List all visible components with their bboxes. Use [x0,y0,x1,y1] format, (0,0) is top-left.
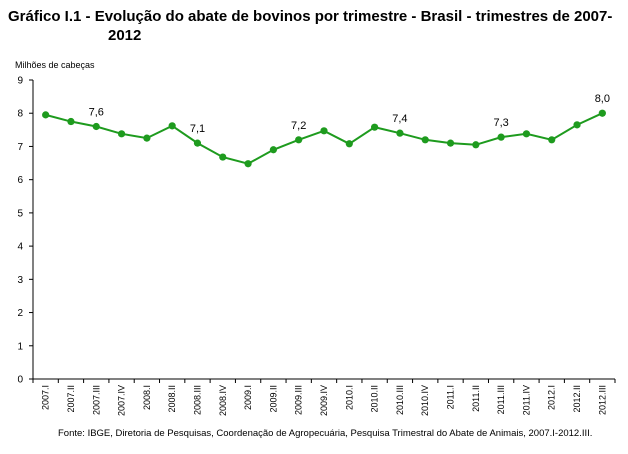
y-tick-labels: 0 1 2 3 4 5 6 7 8 9 [17,76,23,386]
y-tick-label: 1 [17,341,23,352]
data-point [446,139,455,147]
data-labels: 7,6 7,1 7,2 7,4 7,3 8,0 [89,93,610,135]
x-tick-label: 2008.IV [218,385,228,416]
chart-title-line2: 2012 [108,27,142,44]
data-point [320,127,328,135]
data-point [573,121,581,129]
x-tick-label: 2007.I [41,385,51,410]
data-point [67,117,75,126]
x-tick-label: 2007.III [91,385,101,415]
y-tick-label: 6 [17,175,23,186]
data-label: 7,6 [89,107,104,119]
data-label: 8,0 [595,93,610,105]
data-point [497,133,505,141]
x-tick-label: 2011.III [496,385,506,414]
x-tick-label: 2012.I [547,385,557,410]
x-tick-label: 2010.IV [420,385,430,416]
y-tick-label: 7 [17,142,23,153]
y-tick-label: 2 [17,308,23,319]
y-tick-label: 0 [17,375,23,386]
data-point [269,146,277,154]
data-label: 7,1 [190,123,205,135]
data-point [295,136,303,144]
data-point [42,111,50,119]
series-line [45,112,603,165]
data-point [244,160,252,168]
data-point [598,109,606,117]
data-point [193,139,202,147]
chart-axes [29,79,616,383]
x-tick-label: 2008.I [142,385,152,410]
x-tick-labels: 2007.I 2007.II 2007.III 2007.IV 2008.I 2008.I… [41,385,608,416]
source-note: Fonte: IBGE, Diretoria de Pesquisas, Coo… [58,428,593,439]
x-tick-label: 2009.II [268,385,278,413]
data-point [92,122,100,131]
y-tick-label: 5 [17,208,23,219]
y-tick-label: 8 [17,109,23,120]
y-axis-label: Milhões de cabeças [15,60,95,70]
data-point [522,130,531,138]
x-tick-label: 2010.III [395,385,405,415]
y-tick-label: 9 [17,76,23,87]
data-point [219,153,227,161]
data-point [117,130,126,138]
data-point [548,136,556,144]
x-tick-label: 2009.I [243,385,253,410]
chart-title-line1: Gráfico I.1 - Evolução do abate de bovin… [8,8,613,25]
chart-title: Gráfico I.1 - Evolução do abate de bovin… [8,7,618,45]
data-point [143,134,151,142]
x-tick-label: 2012.III [597,385,607,415]
x-tick-label: 2007.IV [117,385,127,416]
y-tick-label: 3 [17,275,23,286]
x-tick-label: 2010.II [370,385,380,413]
y-tick-label: 4 [17,242,23,253]
data-point [396,129,404,137]
x-tick-label: 2008.III [192,385,202,415]
x-tick-label: 2011.I [446,385,456,409]
x-tick-label: 2007.II [66,385,76,413]
x-tick-label: 2011.IV [521,385,531,415]
x-tick-label: 2008.II [167,385,177,413]
data-point [472,141,480,149]
data-point [421,136,429,144]
data-label: 7,4 [392,113,407,125]
data-label: 7,3 [493,117,508,129]
x-tick-label: 2009.IV [319,385,329,416]
data-point [371,123,379,131]
x-tick-label: 2012.II [572,385,582,413]
data-label: 7,2 [291,120,306,132]
x-tick-label: 2011.II [471,385,481,412]
x-tick-label: 2010.I [344,385,354,410]
data-point [345,140,353,148]
data-points [42,109,606,168]
x-tick-label: 2009.III [294,385,304,415]
data-point [168,122,176,130]
